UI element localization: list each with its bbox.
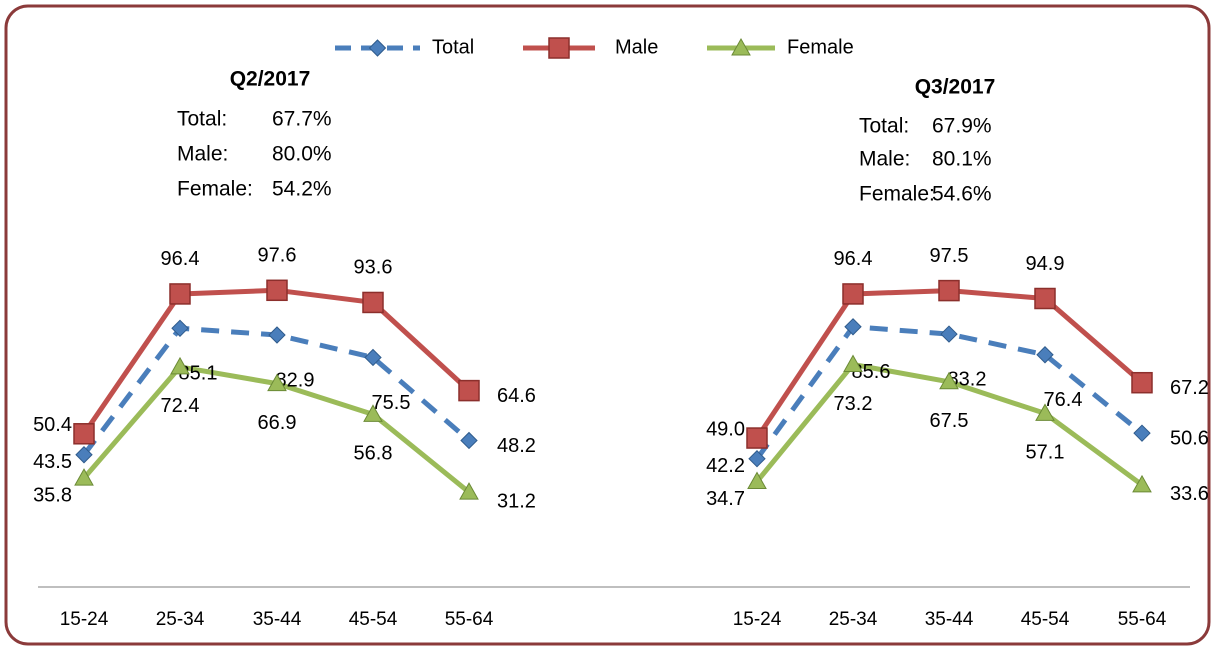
data-label: 57.1: [1026, 442, 1065, 464]
marker: [459, 482, 479, 500]
marker: [169, 283, 191, 305]
stat-label: Female:: [859, 183, 935, 206]
marker: [364, 348, 382, 367]
data-label: 76.4: [1044, 389, 1083, 411]
data-label: 64.6: [497, 385, 536, 407]
marker: [363, 404, 383, 422]
data-label: 93.6: [354, 257, 393, 279]
marker: [268, 326, 286, 344]
data-label: 43.5: [33, 451, 72, 473]
marker: [843, 354, 863, 372]
data-label: 56.8: [354, 443, 393, 465]
data-label: 50.4: [33, 414, 72, 436]
stat-label: Total:: [177, 108, 227, 131]
data-label: 94.9: [1026, 253, 1065, 275]
data-label: 72.4: [161, 395, 200, 417]
stat-value: 54.2%: [272, 178, 332, 201]
chart-title: Q2/2017: [230, 68, 311, 91]
data-label: 85.1: [179, 363, 218, 385]
legend-label: Male: [615, 36, 658, 58]
data-label: 34.7: [706, 488, 745, 510]
x-tick-label: 25-34: [829, 609, 878, 630]
x-tick-label: 45-54: [1021, 609, 1070, 630]
data-label: 83.2: [948, 368, 987, 390]
stat-value: 80.0%: [272, 143, 332, 166]
x-tick-label: 55-64: [1118, 609, 1167, 630]
marker: [939, 371, 959, 390]
data-label: 42.2: [706, 455, 745, 477]
marker: [747, 471, 767, 490]
marker: [940, 325, 958, 343]
marker: [844, 318, 862, 336]
frame: [4, 4, 1211, 646]
marker: [458, 379, 480, 402]
marker: [170, 356, 190, 375]
x-tick-label: 15-24: [60, 609, 109, 630]
stat-value: 67.9%: [932, 115, 992, 138]
stat-label: Female:: [177, 178, 253, 201]
data-label: 31.2: [497, 490, 536, 512]
marker: [548, 37, 570, 59]
x-tick-label: 45-54: [349, 609, 398, 630]
marker: [73, 423, 95, 445]
x-tick-label: 15-24: [733, 609, 782, 630]
data-label: 35.8: [33, 484, 72, 506]
marker: [75, 446, 93, 464]
data-label: 97.6: [258, 245, 297, 267]
x-tick-label: 35-44: [253, 609, 302, 630]
data-label: 66.9: [258, 412, 297, 434]
stat-label: Total:: [859, 115, 909, 138]
x-tick-label: 35-44: [925, 609, 974, 630]
marker: [1034, 287, 1056, 310]
marker: [1035, 403, 1055, 421]
data-label: 97.5: [930, 245, 969, 267]
stat-label: Male:: [859, 148, 910, 171]
data-label: 67.2: [1170, 377, 1209, 399]
marker: [746, 427, 768, 449]
marker: [362, 291, 384, 314]
data-label: 67.5: [930, 410, 969, 432]
marker: [368, 39, 387, 57]
legend-label: Total: [432, 36, 474, 58]
marker: [1132, 474, 1152, 493]
marker: [1133, 424, 1151, 442]
marker: [938, 279, 960, 302]
data-label: 82.9: [276, 369, 315, 391]
marker: [1131, 371, 1153, 394]
series-line: [754, 324, 1144, 461]
data-label: 49.0: [706, 418, 745, 440]
marker: [748, 450, 766, 468]
data-label: 48.2: [497, 435, 536, 457]
stat-value: 54.6%: [932, 183, 992, 206]
data-label: 73.2: [834, 393, 873, 415]
stat-label: Male:: [177, 143, 228, 166]
marker: [731, 37, 751, 56]
x-tick-label: 25-34: [156, 609, 205, 630]
marker: [460, 431, 478, 450]
marker: [171, 319, 189, 338]
x-tick-label: 55-64: [445, 609, 494, 630]
legend-label: Female: [787, 36, 854, 58]
stat-value: 67.7%: [272, 108, 332, 131]
data-label: 85.6: [852, 361, 891, 383]
data-label: 33.6: [1170, 483, 1209, 505]
data-label: 96.4: [161, 248, 200, 270]
stat-value: 80.1%: [932, 148, 992, 171]
marker: [842, 283, 864, 305]
marker: [266, 279, 288, 302]
marker: [74, 468, 94, 486]
data-label: 50.6: [1170, 427, 1209, 449]
data-label: 75.5: [372, 392, 411, 414]
data-label: 96.4: [834, 248, 873, 270]
chart-title: Q3/2017: [915, 76, 996, 99]
marker: [267, 373, 287, 392]
marker: [1036, 346, 1054, 364]
